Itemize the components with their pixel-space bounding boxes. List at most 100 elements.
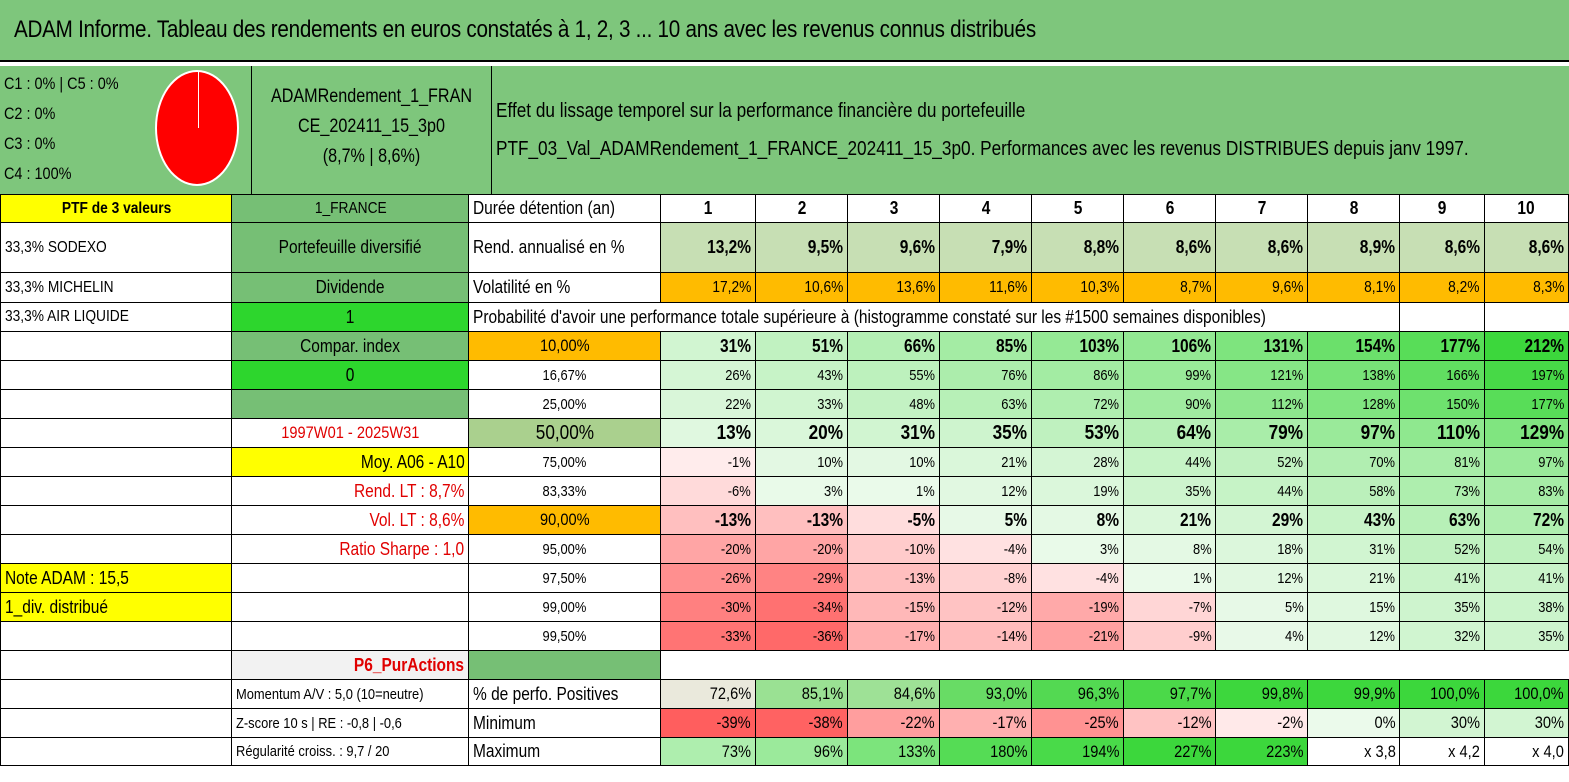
probability-cell-text: 48% [909, 395, 936, 413]
positives-cell-text: 96,3% [1077, 684, 1120, 703]
country-label-text: 1_FRANCE [314, 199, 387, 217]
vol-cell: 9,6% [1215, 272, 1309, 303]
probability-cell: 121% [1215, 360, 1309, 390]
probability-cell-text: -4% [1096, 569, 1120, 587]
probability-cell-text: 22% [725, 395, 752, 413]
probability-cell: -34% [755, 592, 849, 622]
sharpe-label-text: Ratio Sharpe : 1,0 [339, 538, 465, 559]
table-row: 99,50% -33% -36% -17% -14% -21% -9% 4% 12% 32% 35% [0, 621, 1569, 651]
empty-cell [231, 563, 470, 593]
maximum-cell: 180% [939, 737, 1033, 766]
minimum-cell: -22% [847, 708, 941, 738]
probability-cell: 64% [1123, 418, 1217, 448]
rend-cell: 9,6% [847, 222, 941, 273]
maximum-cell-text: 180% [989, 741, 1028, 761]
probability-cell: -4% [939, 534, 1033, 564]
year-header: 5 [1031, 194, 1125, 223]
maximum-cell-text: x 4,0 [1532, 741, 1564, 761]
probability-cell: -15% [847, 592, 941, 622]
probability-cell-text: 31% [720, 335, 752, 356]
probability-level-text: 75,00% [542, 453, 587, 471]
rend-cell-text: 8,9% [1360, 237, 1396, 257]
year-header-text: 1 [703, 198, 713, 218]
minimum-cell: -17% [939, 708, 1033, 738]
year-header: 2 [755, 194, 849, 223]
rend-cell: 9,5% [755, 222, 849, 273]
probability-cell-text: 3% [1100, 540, 1120, 558]
probability-cell: 53% [1031, 418, 1125, 448]
compar-index-label-text: Compar. index [300, 335, 401, 356]
probability-level: 25,00% [468, 389, 661, 419]
probability-level-text: 99,00% [542, 598, 587, 616]
probability-cell: 20% [755, 418, 849, 448]
probability-cell-text: 44% [1185, 453, 1212, 471]
probability-cell-text: 79% [1268, 421, 1304, 444]
probability-cell-text: 1% [916, 482, 936, 500]
year-header: 4 [939, 194, 1033, 223]
rend-cell: 8,8% [1031, 222, 1125, 273]
probability-cell-text: 33% [817, 395, 844, 413]
probability-cell: 19% [1031, 476, 1125, 506]
probability-cell-text: -21% [1089, 627, 1120, 645]
probability-cell: 31% [1307, 534, 1401, 564]
probability-cell: -17% [847, 621, 941, 651]
probability-cell: -33% [659, 621, 757, 651]
compar-index-value: 0 [231, 360, 470, 390]
zscore-label-text: Z-score 10 s | RE : -0,8 | -0,6 [236, 714, 403, 732]
vol-cell-text: 8,3% [1532, 278, 1564, 296]
probability-cell-text: -33% [720, 627, 752, 645]
probability-level: 10,00% [468, 331, 661, 361]
probability-cell: 1% [1123, 563, 1217, 593]
probability-cell-text: 43% [1364, 509, 1396, 530]
country-label: 1_FRANCE [231, 194, 470, 223]
probability-cell-text: -12% [996, 598, 1028, 616]
probability-cell: 10% [755, 447, 849, 477]
probability-cell: 31% [659, 331, 757, 361]
momentum-label: Momentum A/V : 5,0 (10=neutre) [231, 679, 470, 709]
div-distrib-label: 1_div. distribué [0, 592, 233, 622]
maximum-cell-text: 194% [1081, 741, 1120, 761]
probability-cell: 106% [1123, 331, 1217, 361]
positives-cell-text: 100,0% [1430, 684, 1480, 703]
minimum-cell: 30% [1399, 708, 1485, 738]
year-header-text: 6 [1165, 198, 1174, 218]
minimum-cell: -25% [1031, 708, 1125, 738]
year-header-text: 4 [981, 198, 990, 218]
probability-cell-text: 13% [716, 421, 752, 444]
fund-name-line1: ADAMRendement_1_FRAN [270, 86, 473, 107]
probability-cell: -21% [1031, 621, 1125, 651]
maximum-cell-text: x 4,2 [1447, 741, 1480, 761]
probability-cell-text: 83% [1538, 482, 1564, 500]
probability-cell-text: 197% [1530, 366, 1564, 384]
probability-cell: 15% [1307, 592, 1401, 622]
probability-cell-text: 154% [1355, 335, 1396, 356]
probability-cell: 12% [1215, 563, 1309, 593]
probability-cell-text: 99% [1185, 366, 1212, 384]
compar-index-label: Compar. index [231, 331, 470, 361]
minimum-cell-text: -25% [1085, 713, 1120, 732]
table-row: 33,3% SODEXO Portefeuille diversifié Rend.… [0, 222, 1569, 273]
minimum-cell-text: -39% [716, 713, 752, 732]
probability-cell: 70% [1307, 447, 1401, 477]
probability-cell: 3% [755, 476, 849, 506]
probability-cell-text: -26% [720, 569, 752, 587]
probability-cell: 85% [939, 331, 1033, 361]
probability-cell: 138% [1307, 360, 1401, 390]
positives-cell-text: 100,0% [1514, 684, 1564, 703]
rend-cell: 8,9% [1307, 222, 1401, 273]
probability-cell-text: 86% [1093, 366, 1120, 384]
probability-cell: -9% [1123, 621, 1217, 651]
positives-cell-text: 93,0% [985, 684, 1028, 703]
probability-cell: 32% [1399, 621, 1485, 651]
period-label: 1997W01 - 2025W31 [231, 418, 470, 448]
ptf-label: PTF de 3 valeurs [0, 194, 233, 223]
probability-cell: 41% [1399, 563, 1485, 593]
table-row: 0 16,67% 26% 43% 55% 76% 86% 99% 121% 138% 166% 197… [0, 360, 1569, 390]
rend-cell-text: 8,6% [1267, 237, 1304, 257]
probability-cell-text: 5% [1284, 598, 1304, 616]
probability-cell-text: 112% [1271, 395, 1304, 413]
probability-cell: 99% [1123, 360, 1217, 390]
minimum-label-text: Minimum [473, 712, 537, 733]
probability-cell-text: 76% [1001, 366, 1028, 384]
table-row: PTF de 3 valeurs 1_FRANCE Durée détention … [0, 194, 1569, 223]
